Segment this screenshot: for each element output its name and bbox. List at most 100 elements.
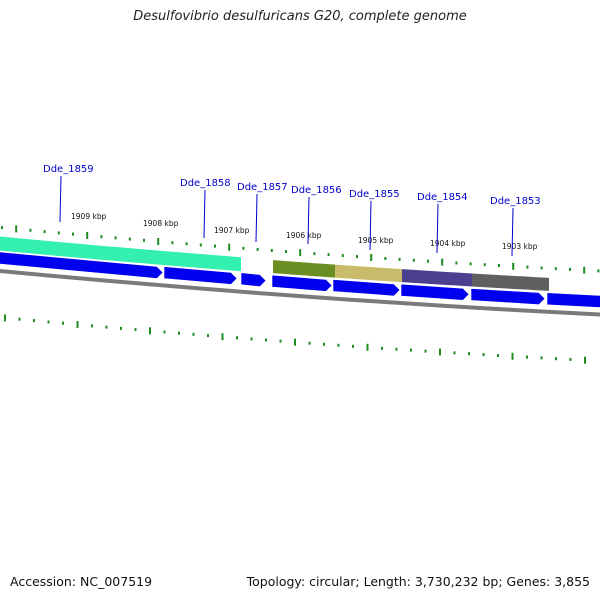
major-tick-inner [149, 327, 151, 335]
minor-tick-outer [569, 267, 571, 271]
minor-tick-inner [62, 321, 64, 325]
minor-tick-outer [57, 231, 60, 235]
minor-tick-inner [526, 355, 528, 359]
minor-tick-inner [91, 324, 93, 328]
genome-title: Desulfovibrio desulfuricans G20, complet… [133, 9, 467, 24]
minor-tick-outer [1, 226, 3, 230]
accession-label: Accession: NC_007519 [10, 574, 153, 589]
minor-tick-inner [18, 317, 21, 321]
minor-tick-inner [395, 347, 398, 351]
minor-tick-inner [482, 353, 485, 357]
gene-arrow[interactable] [271, 274, 333, 292]
gene-label-leader [59, 175, 62, 223]
scale-label: 1904 kbp [430, 239, 466, 248]
major-tick-inner [511, 352, 514, 360]
minor-tick-outer [483, 263, 486, 267]
minor-tick-inner [381, 346, 383, 350]
gene-label-dde-1853[interactable]: Dde_1853 [490, 196, 541, 207]
gene-label-leader [255, 193, 258, 243]
minor-tick-outer [327, 253, 330, 257]
minor-tick-inner [424, 349, 427, 353]
minor-tick-outer [498, 264, 500, 267]
minor-tick-outer [285, 250, 287, 253]
minor-tick-outer [270, 249, 273, 252]
backbone-line [0, 268, 600, 317]
major-tick-outer [512, 262, 515, 270]
minor-tick-outer [526, 265, 529, 269]
highlight-segment [472, 273, 549, 291]
minor-tick-inner [497, 354, 499, 357]
gene-label-leader [436, 203, 439, 254]
minor-tick-outer [384, 257, 387, 260]
major-tick-inner [294, 338, 296, 346]
gene-arrow[interactable] [163, 266, 238, 285]
highlight-segment [273, 260, 335, 278]
minor-tick-outer [171, 241, 174, 245]
minor-tick-outer [469, 262, 472, 266]
minor-tick-inner [120, 326, 122, 330]
minor-tick-inner [105, 325, 108, 329]
gene-label-leader [511, 207, 514, 257]
backbone-track [0, 268, 600, 317]
minor-tick-outer [554, 267, 557, 271]
minor-tick-inner [178, 331, 180, 335]
highlight-segment [402, 269, 472, 287]
minor-tick-inner [468, 352, 470, 356]
gene-arrow[interactable] [0, 251, 164, 279]
gene-label-leader [369, 200, 372, 251]
minor-tick-outer [341, 254, 344, 258]
major-tick-inner [366, 343, 369, 351]
gene-label-dde-1854[interactable]: Dde_1854 [417, 192, 468, 203]
major-tick-inner [439, 348, 441, 356]
gene-arrow[interactable] [470, 288, 546, 305]
genome-summary-label: Topology: circular; Length: 3,730,232 bp… [246, 574, 590, 589]
minor-tick-inner [352, 344, 354, 348]
minor-tick-inner [250, 337, 253, 341]
minor-tick-outer [43, 230, 46, 234]
scale-label: 1905 kbp [358, 236, 394, 245]
gene-arrow[interactable] [332, 279, 401, 297]
scale-label: 1906 kbp [286, 231, 322, 240]
major-tick-outer [157, 238, 160, 245]
minor-tick-inner [323, 342, 325, 346]
minor-tick-outer [427, 259, 429, 263]
major-tick-outer [299, 249, 302, 257]
minor-tick-outer [100, 235, 103, 239]
minor-tick-outer [356, 255, 358, 259]
gene-arrow[interactable] [546, 292, 600, 308]
major-tick-outer [15, 225, 18, 233]
gene-arrow[interactable] [400, 283, 470, 301]
minor-tick-outer [597, 269, 600, 273]
minor-tick-inner [337, 343, 340, 347]
gene-labels: Dde_1859 Dde_1858 Dde_1857 Dde_1856 Dde_1855… [43, 164, 541, 257]
inner-tick-track [4, 314, 586, 364]
major-tick-outer [583, 266, 586, 274]
minor-tick-outer [242, 246, 245, 250]
scale-label: 1903 kbp [502, 242, 538, 251]
gene-arrow[interactable] [240, 272, 267, 287]
minor-tick-outer [540, 266, 543, 270]
major-tick-inner [4, 314, 6, 322]
major-tick-inner [221, 333, 224, 341]
minor-tick-inner [265, 338, 267, 342]
outer-tick-track [1, 225, 600, 274]
highlight-segment [335, 264, 402, 283]
minor-tick-outer [128, 237, 131, 241]
highlight-track [0, 236, 549, 291]
gene-label-dde-1857[interactable]: Dde_1857 [237, 182, 288, 193]
minor-tick-inner [33, 319, 35, 323]
minor-tick-inner [453, 351, 456, 355]
gene-label-dde-1856[interactable]: Dde_1856 [291, 185, 342, 196]
minor-tick-inner [279, 339, 282, 343]
gene-label-dde-1859[interactable]: Dde_1859 [43, 164, 94, 175]
gene-label-dde-1858[interactable]: Dde_1858 [180, 178, 231, 189]
scale-label: 1909 kbp [71, 212, 107, 221]
gene-label-dde-1855[interactable]: Dde_1855 [349, 189, 400, 200]
minor-tick-outer [143, 238, 145, 242]
minor-tick-inner [192, 332, 195, 336]
scale-label: 1907 kbp [214, 226, 250, 235]
minor-tick-inner [410, 348, 412, 352]
minor-tick-inner [47, 320, 50, 324]
minor-tick-outer [185, 242, 188, 246]
